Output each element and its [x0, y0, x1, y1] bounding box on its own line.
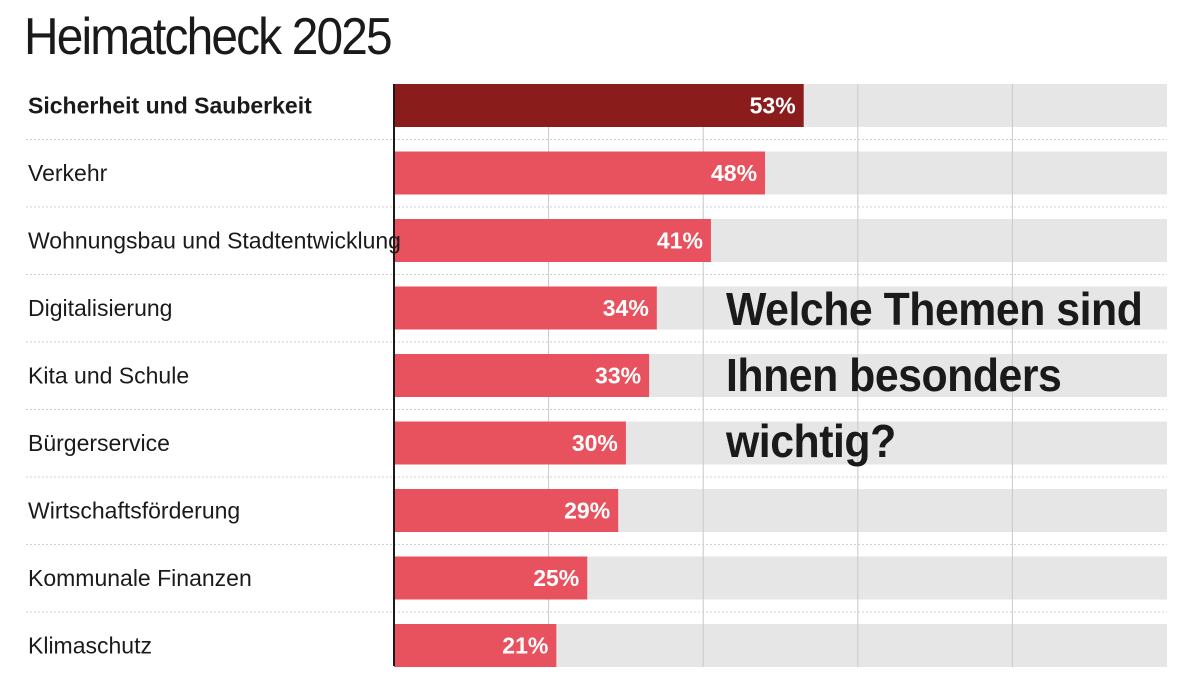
category-labels: Sicherheit und Sauberkeit Verkehr Wohnungs… [28, 93, 401, 659]
category-label: Kommunale Finanzen [28, 565, 252, 591]
value-label: 30% [572, 430, 618, 456]
category-label: Verkehr [28, 160, 108, 186]
bar [394, 624, 557, 667]
bar [394, 151, 766, 195]
category-label: Wirtschaftsförderung [28, 498, 240, 524]
survey-question: Welche Themen sind Ihnen besonders wicht… [726, 283, 1143, 467]
category-label: Wohnungsbau und Stadtentwicklung [28, 228, 401, 254]
value-label: 53% [750, 93, 796, 119]
bar [394, 421, 626, 465]
bars: 53% 48% 41% 34% 33% 30% 29% 25% 21% [394, 84, 804, 667]
bar [394, 556, 588, 600]
value-label: 25% [533, 565, 579, 591]
bar [394, 286, 657, 330]
category-label: Digitalisierung [28, 295, 172, 321]
category-label: Bürgerservice [28, 430, 170, 456]
value-label: 34% [603, 295, 649, 321]
value-label: 48% [711, 160, 757, 186]
category-label: Kita und Schule [28, 363, 189, 389]
bar [394, 489, 619, 532]
value-label: 21% [502, 633, 548, 659]
category-label: Sicherheit und Sauberkeit [28, 93, 312, 119]
value-label: 29% [564, 498, 610, 524]
bar [394, 219, 711, 262]
value-label: 33% [595, 363, 641, 389]
category-label: Klimaschutz [28, 633, 152, 659]
value-label: 41% [657, 228, 703, 254]
bar [394, 84, 804, 127]
bar [394, 354, 650, 397]
chart-title: Heimatcheck 2025 [24, 8, 393, 66]
